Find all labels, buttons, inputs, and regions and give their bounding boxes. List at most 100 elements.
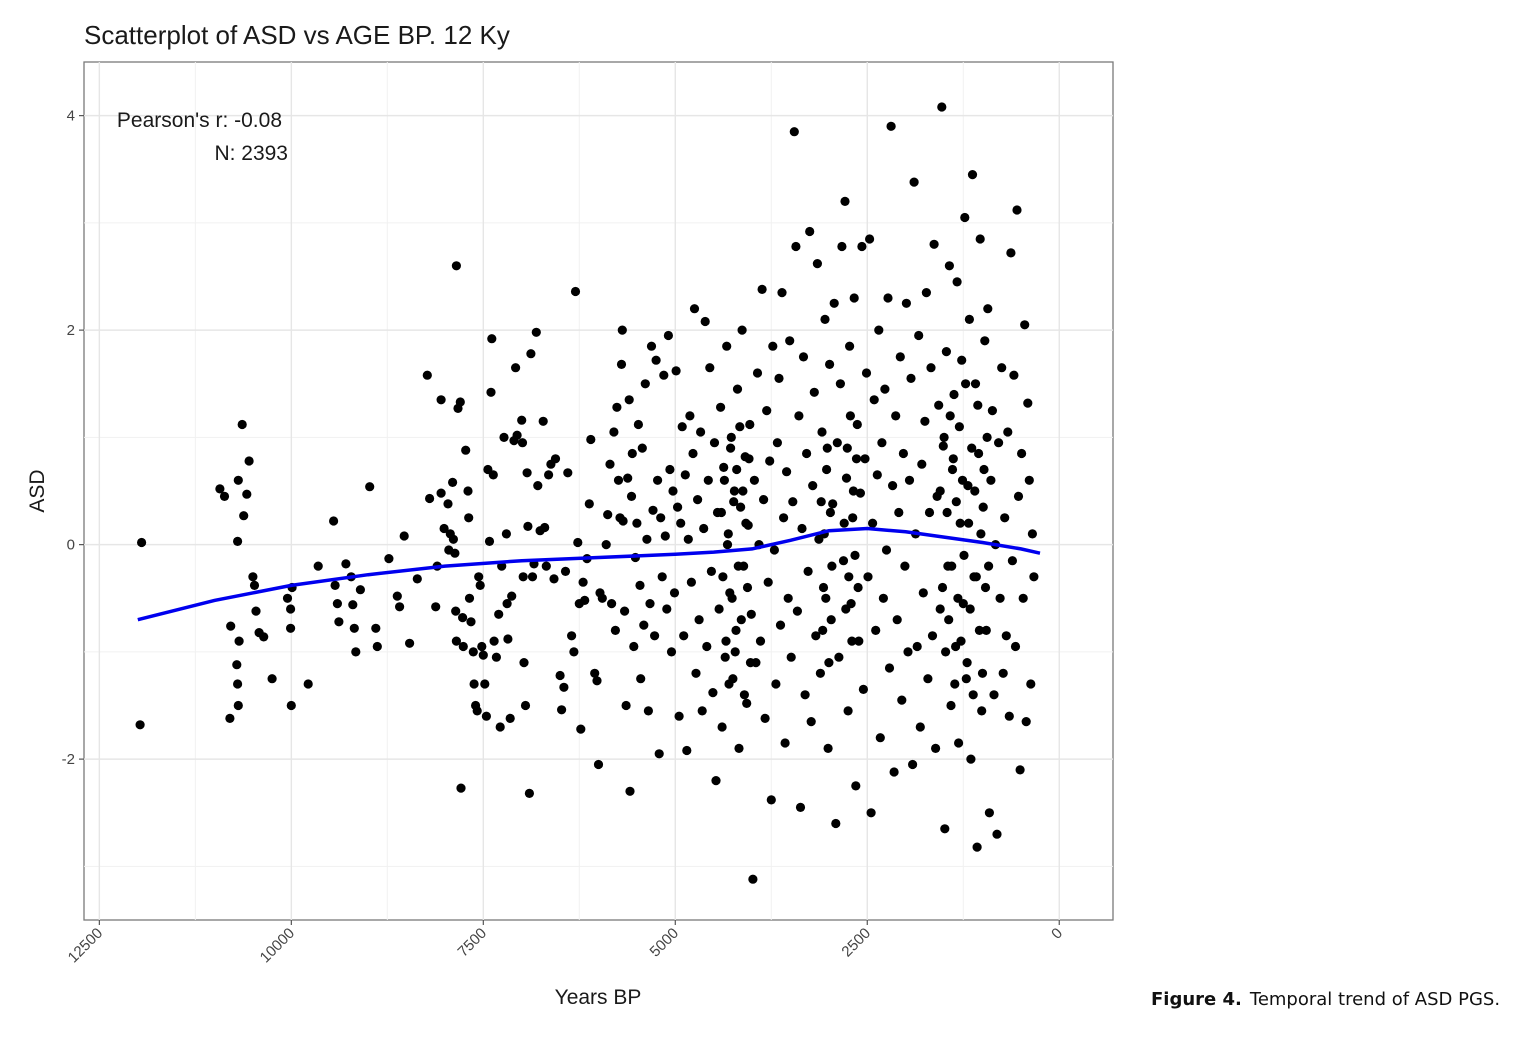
data-point xyxy=(811,631,821,641)
data-point xyxy=(466,617,476,627)
data-point xyxy=(135,720,145,730)
data-point xyxy=(239,511,249,521)
data-point xyxy=(738,486,748,496)
data-point xyxy=(788,497,798,507)
data-point xyxy=(966,754,976,764)
data-point xyxy=(580,595,590,606)
data-point xyxy=(702,641,712,652)
data-point xyxy=(464,513,474,523)
y-tick-label: 4 xyxy=(67,108,75,125)
data-point xyxy=(1020,320,1030,330)
data-point xyxy=(640,379,650,389)
data-point xyxy=(491,652,501,662)
data-point xyxy=(613,475,624,485)
data-point xyxy=(225,713,235,724)
data-point xyxy=(973,400,983,410)
data-point xyxy=(716,402,726,412)
data-point xyxy=(395,602,405,612)
data-point xyxy=(503,634,513,644)
data-point xyxy=(722,341,732,351)
data-point xyxy=(822,464,832,475)
data-point xyxy=(722,540,733,550)
data-point xyxy=(981,625,991,636)
data-point xyxy=(785,336,795,346)
data-point xyxy=(668,486,678,496)
data-point xyxy=(486,387,496,397)
data-point xyxy=(745,419,755,430)
data-point xyxy=(412,574,422,584)
data-point xyxy=(886,121,896,131)
data-point xyxy=(737,325,747,335)
pearson-annotation: Pearson's r: -0.08 xyxy=(117,109,282,132)
data-point xyxy=(233,700,243,711)
data-point xyxy=(961,379,971,389)
data-point xyxy=(843,706,853,716)
data-point xyxy=(719,462,729,472)
data-point xyxy=(980,336,990,346)
data-point xyxy=(841,473,852,483)
data-point xyxy=(851,781,861,791)
data-point xyxy=(405,638,415,648)
data-point xyxy=(507,591,517,601)
y-axis-ticks: -2 0 2 4 xyxy=(62,108,84,768)
data-point xyxy=(721,636,731,646)
data-point xyxy=(782,467,792,477)
data-point xyxy=(1021,717,1031,727)
data-point xyxy=(723,529,733,539)
data-point xyxy=(248,572,258,582)
data-point xyxy=(624,395,634,405)
data-point xyxy=(439,523,449,534)
data-point xyxy=(742,698,752,709)
data-point xyxy=(858,684,869,695)
data-point xyxy=(451,636,461,646)
data-point xyxy=(1013,491,1024,501)
data-point xyxy=(739,690,750,700)
data-point xyxy=(757,284,767,294)
data-point xyxy=(954,738,964,748)
data-point xyxy=(741,518,751,528)
caption-label: Figure 4. xyxy=(1151,989,1242,1010)
data-point xyxy=(700,316,710,327)
data-point xyxy=(267,674,277,684)
data-point xyxy=(717,722,727,732)
data-point xyxy=(686,577,697,587)
data-point xyxy=(334,617,344,627)
data-point xyxy=(962,658,972,668)
data-point xyxy=(645,599,655,609)
data-point xyxy=(618,516,628,526)
data-point xyxy=(487,334,497,344)
data-point xyxy=(650,631,660,641)
data-point xyxy=(451,261,461,271)
data-point xyxy=(633,419,644,430)
data-point xyxy=(137,537,147,548)
data-point xyxy=(762,406,772,416)
n-annotation: N: 2393 xyxy=(214,142,288,165)
data-point xyxy=(838,556,849,566)
data-point xyxy=(593,759,604,770)
data-point xyxy=(927,631,938,641)
data-point xyxy=(731,625,741,636)
data-point xyxy=(282,593,293,603)
data-point xyxy=(848,513,858,523)
data-point xyxy=(455,397,465,407)
data-point xyxy=(597,593,607,603)
data-point xyxy=(971,572,981,582)
data-point xyxy=(688,448,698,459)
data-point xyxy=(527,572,538,582)
data-point xyxy=(984,808,995,818)
data-point xyxy=(234,636,244,646)
data-point xyxy=(820,314,830,324)
data-point xyxy=(1003,427,1013,437)
x-tick-label: 5000 xyxy=(646,925,682,961)
data-point xyxy=(947,464,958,475)
data-point xyxy=(694,615,704,625)
data-point xyxy=(384,554,394,564)
data-point xyxy=(330,580,340,591)
data-point xyxy=(805,226,815,237)
data-point xyxy=(860,454,870,464)
data-point xyxy=(815,668,826,678)
data-point xyxy=(436,395,446,405)
data-point xyxy=(732,464,742,475)
plot-panel xyxy=(83,61,1114,921)
data-point xyxy=(955,518,965,528)
